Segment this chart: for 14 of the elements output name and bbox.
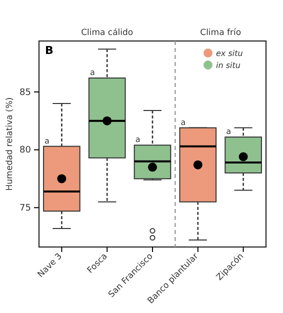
annotation: a [180,118,186,127]
annotation: a [44,136,50,146]
annotation: a [90,68,95,78]
legend-label: ex situ [216,49,243,58]
y-tick-label: 75 [20,204,31,214]
text: Clima cálido [81,28,134,38]
y-tick-label: 85 [20,88,31,98]
annotation: B [45,44,54,57]
annotation: a [135,135,140,144]
y-axis-title: Humedad relativa (%) [5,97,15,191]
annotation: a [226,127,232,136]
text: Clima frío [200,28,242,38]
legend-label: in situ [216,61,240,70]
y-tick-label: 80 [20,146,32,156]
